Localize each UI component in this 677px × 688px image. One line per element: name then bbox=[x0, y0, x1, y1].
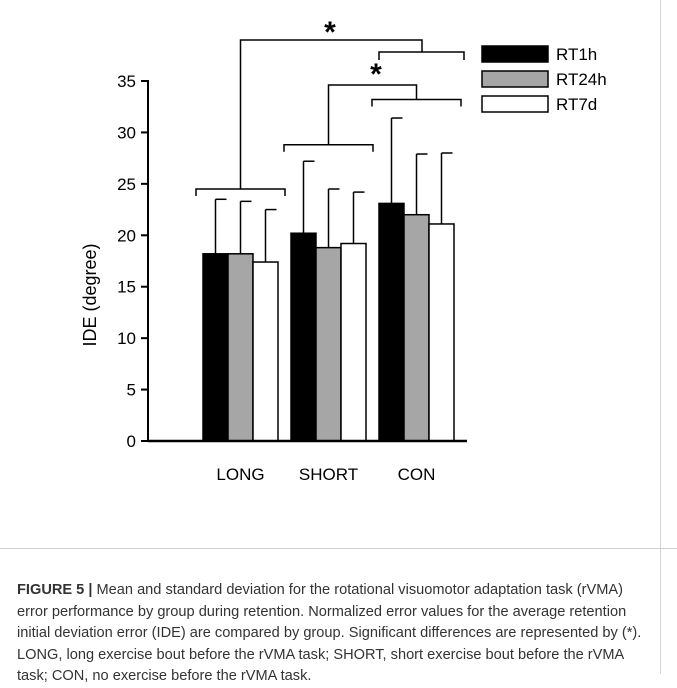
figure-caption: FIGURE 5 | Mean and standard deviation f… bbox=[17, 580, 657, 688]
y-tick-label: 30 bbox=[117, 123, 136, 142]
y-tick-label: 35 bbox=[117, 72, 136, 91]
legend-swatch bbox=[481, 45, 549, 63]
legend-label: RT24h bbox=[556, 70, 607, 89]
significance-star: * bbox=[370, 58, 382, 91]
y-axis: 0 5 10 15 20 25 30 35 bbox=[117, 72, 149, 451]
bar bbox=[315, 246, 342, 442]
combined-group-bracket bbox=[378, 51, 465, 60]
bar bbox=[290, 232, 317, 442]
caption-text: Mean and standard deviation for the rota… bbox=[17, 582, 642, 684]
frame-border bbox=[660, 0, 661, 674]
y-tick-label: 5 bbox=[127, 381, 136, 400]
x-tick-label: SHORT bbox=[299, 465, 358, 484]
significance-brackets: ** bbox=[195, 16, 465, 196]
caption-divider bbox=[0, 548, 677, 549]
comparison-bracket bbox=[327, 84, 418, 145]
y-tick-label: 15 bbox=[117, 278, 136, 297]
legend-label: RT1h bbox=[556, 45, 597, 64]
caption-label: FIGURE 5 | bbox=[17, 582, 93, 598]
y-tick-label: 25 bbox=[117, 175, 136, 194]
bar bbox=[227, 253, 254, 442]
group-bracket bbox=[371, 98, 462, 107]
x-axis: LONG SHORT CON bbox=[148, 439, 467, 484]
y-tick-label: 0 bbox=[127, 432, 136, 451]
y-axis-label: IDE (degree) bbox=[80, 243, 100, 346]
bar bbox=[378, 202, 405, 442]
bar bbox=[428, 223, 455, 442]
legend-swatch bbox=[481, 70, 549, 88]
bar bbox=[403, 213, 430, 442]
bar bbox=[340, 242, 367, 442]
comparison-bracket bbox=[239, 39, 423, 189]
y-tick-label: 10 bbox=[117, 329, 136, 348]
legend-swatch bbox=[481, 95, 549, 113]
error-bars bbox=[214, 117, 453, 263]
group-bracket bbox=[195, 188, 286, 196]
bar bbox=[202, 253, 229, 442]
legend-label: RT7d bbox=[556, 95, 597, 114]
x-tick-label: CON bbox=[398, 465, 436, 484]
y-tick-label: 20 bbox=[117, 226, 136, 245]
significance-star: * bbox=[324, 16, 336, 49]
bars bbox=[202, 202, 455, 442]
legend: RT1h RT24h RT7d bbox=[481, 45, 607, 114]
bar bbox=[252, 261, 279, 442]
x-tick-label: LONG bbox=[216, 465, 264, 484]
group-bracket bbox=[283, 144, 374, 152]
